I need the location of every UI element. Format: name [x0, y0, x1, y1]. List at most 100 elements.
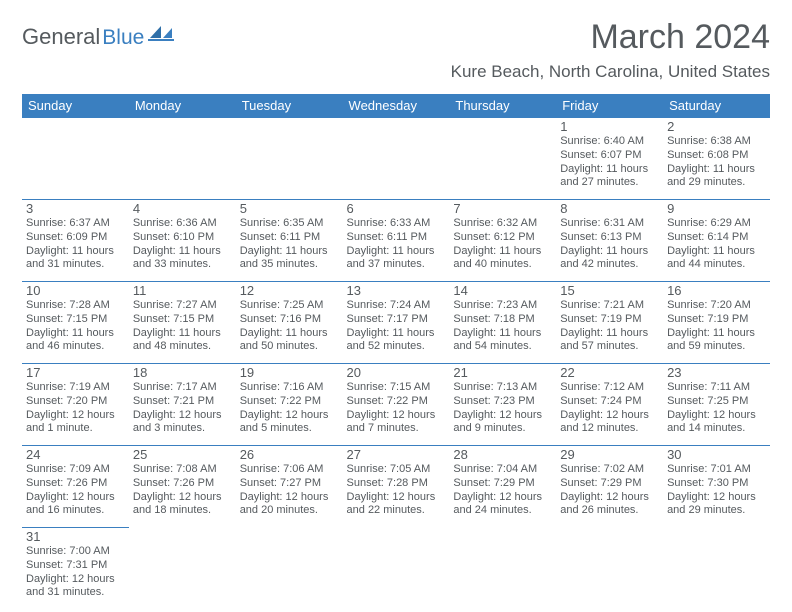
calendar-cell	[449, 528, 556, 610]
brand-blue: Blue	[102, 26, 144, 50]
day-info: Sunrise: 7:25 AMSunset: 7:16 PMDaylight:…	[240, 299, 339, 354]
day-info: Sunrise: 7:21 AMSunset: 7:19 PMDaylight:…	[560, 299, 659, 354]
day-info: Sunrise: 6:38 AMSunset: 6:08 PMDaylight:…	[667, 135, 766, 190]
day-info: Sunrise: 7:12 AMSunset: 7:24 PMDaylight:…	[560, 381, 659, 436]
calendar-cell: 14Sunrise: 7:23 AMSunset: 7:18 PMDayligh…	[449, 282, 556, 364]
weekday-header: Saturday	[663, 94, 770, 118]
calendar-cell: 7Sunrise: 6:32 AMSunset: 6:12 PMDaylight…	[449, 200, 556, 282]
weekday-header: Sunday	[22, 94, 129, 118]
calendar-cell: 22Sunrise: 7:12 AMSunset: 7:24 PMDayligh…	[556, 364, 663, 446]
calendar-cell: 10Sunrise: 7:28 AMSunset: 7:15 PMDayligh…	[22, 282, 129, 364]
day-info: Sunrise: 6:33 AMSunset: 6:11 PMDaylight:…	[347, 217, 446, 272]
day-info: Sunrise: 7:27 AMSunset: 7:15 PMDaylight:…	[133, 299, 232, 354]
calendar-cell: 1Sunrise: 6:40 AMSunset: 6:07 PMDaylight…	[556, 118, 663, 200]
day-number: 5	[240, 201, 339, 216]
calendar-row: 1Sunrise: 6:40 AMSunset: 6:07 PMDaylight…	[22, 118, 770, 200]
calendar-table: SundayMondayTuesdayWednesdayThursdayFrid…	[22, 94, 770, 610]
calendar-cell: 20Sunrise: 7:15 AMSunset: 7:22 PMDayligh…	[343, 364, 450, 446]
day-number: 11	[133, 283, 232, 298]
brand-general: General	[22, 24, 100, 50]
calendar-cell: 4Sunrise: 6:36 AMSunset: 6:10 PMDaylight…	[129, 200, 236, 282]
day-info: Sunrise: 6:32 AMSunset: 6:12 PMDaylight:…	[453, 217, 552, 272]
calendar-cell: 16Sunrise: 7:20 AMSunset: 7:19 PMDayligh…	[663, 282, 770, 364]
day-info: Sunrise: 7:17 AMSunset: 7:21 PMDaylight:…	[133, 381, 232, 436]
day-info: Sunrise: 7:05 AMSunset: 7:28 PMDaylight:…	[347, 463, 446, 518]
calendar-cell	[129, 528, 236, 610]
calendar-cell: 12Sunrise: 7:25 AMSunset: 7:16 PMDayligh…	[236, 282, 343, 364]
day-info: Sunrise: 7:08 AMSunset: 7:26 PMDaylight:…	[133, 463, 232, 518]
day-info: Sunrise: 7:11 AMSunset: 7:25 PMDaylight:…	[667, 381, 766, 436]
day-number: 20	[347, 365, 446, 380]
sail-icon	[148, 24, 174, 47]
day-info: Sunrise: 7:23 AMSunset: 7:18 PMDaylight:…	[453, 299, 552, 354]
calendar-cell: 15Sunrise: 7:21 AMSunset: 7:19 PMDayligh…	[556, 282, 663, 364]
calendar-cell: 31Sunrise: 7:00 AMSunset: 7:31 PMDayligh…	[22, 528, 129, 610]
calendar-cell: 26Sunrise: 7:06 AMSunset: 7:27 PMDayligh…	[236, 446, 343, 528]
calendar-cell: 13Sunrise: 7:24 AMSunset: 7:17 PMDayligh…	[343, 282, 450, 364]
day-number: 26	[240, 447, 339, 462]
weekday-header: Friday	[556, 94, 663, 118]
calendar-cell: 30Sunrise: 7:01 AMSunset: 7:30 PMDayligh…	[663, 446, 770, 528]
calendar-row: 31Sunrise: 7:00 AMSunset: 7:31 PMDayligh…	[22, 528, 770, 610]
calendar-row: 17Sunrise: 7:19 AMSunset: 7:20 PMDayligh…	[22, 364, 770, 446]
calendar-cell	[236, 528, 343, 610]
day-number: 13	[347, 283, 446, 298]
day-number: 17	[26, 365, 125, 380]
day-number: 15	[560, 283, 659, 298]
weekday-header-row: SundayMondayTuesdayWednesdayThursdayFrid…	[22, 94, 770, 118]
calendar-cell: 24Sunrise: 7:09 AMSunset: 7:26 PMDayligh…	[22, 446, 129, 528]
day-number: 1	[560, 119, 659, 134]
day-number: 28	[453, 447, 552, 462]
calendar-row: 3Sunrise: 6:37 AMSunset: 6:09 PMDaylight…	[22, 200, 770, 282]
day-number: 7	[453, 201, 552, 216]
calendar-cell: 2Sunrise: 6:38 AMSunset: 6:08 PMDaylight…	[663, 118, 770, 200]
day-number: 12	[240, 283, 339, 298]
day-number: 8	[560, 201, 659, 216]
day-info: Sunrise: 7:20 AMSunset: 7:19 PMDaylight:…	[667, 299, 766, 354]
day-number: 16	[667, 283, 766, 298]
calendar-cell: 23Sunrise: 7:11 AMSunset: 7:25 PMDayligh…	[663, 364, 770, 446]
day-number: 31	[26, 529, 125, 544]
page-title: March 2024	[590, 18, 770, 57]
day-info: Sunrise: 7:06 AMSunset: 7:27 PMDaylight:…	[240, 463, 339, 518]
day-number: 14	[453, 283, 552, 298]
day-number: 6	[347, 201, 446, 216]
calendar-cell: 25Sunrise: 7:08 AMSunset: 7:26 PMDayligh…	[129, 446, 236, 528]
calendar-cell	[663, 528, 770, 610]
day-number: 25	[133, 447, 232, 462]
day-number: 27	[347, 447, 446, 462]
header: General Blue March 2024 Kure Beach, Nort…	[22, 18, 770, 88]
day-info: Sunrise: 6:37 AMSunset: 6:09 PMDaylight:…	[26, 217, 125, 272]
day-number: 29	[560, 447, 659, 462]
day-number: 9	[667, 201, 766, 216]
calendar-cell: 6Sunrise: 6:33 AMSunset: 6:11 PMDaylight…	[343, 200, 450, 282]
day-info: Sunrise: 6:40 AMSunset: 6:07 PMDaylight:…	[560, 135, 659, 190]
calendar-cell	[236, 118, 343, 200]
day-info: Sunrise: 7:15 AMSunset: 7:22 PMDaylight:…	[347, 381, 446, 436]
calendar-cell: 29Sunrise: 7:02 AMSunset: 7:29 PMDayligh…	[556, 446, 663, 528]
weekday-header: Thursday	[449, 94, 556, 118]
day-info: Sunrise: 6:31 AMSunset: 6:13 PMDaylight:…	[560, 217, 659, 272]
day-info: Sunrise: 6:29 AMSunset: 6:14 PMDaylight:…	[667, 217, 766, 272]
calendar-cell: 8Sunrise: 6:31 AMSunset: 6:13 PMDaylight…	[556, 200, 663, 282]
day-info: Sunrise: 7:04 AMSunset: 7:29 PMDaylight:…	[453, 463, 552, 518]
calendar-cell	[22, 118, 129, 200]
day-number: 23	[667, 365, 766, 380]
day-info: Sunrise: 7:01 AMSunset: 7:30 PMDaylight:…	[667, 463, 766, 518]
day-number: 18	[133, 365, 232, 380]
calendar-cell: 17Sunrise: 7:19 AMSunset: 7:20 PMDayligh…	[22, 364, 129, 446]
day-info: Sunrise: 7:09 AMSunset: 7:26 PMDaylight:…	[26, 463, 125, 518]
calendar-cell	[343, 118, 450, 200]
day-number: 21	[453, 365, 552, 380]
calendar-cell: 11Sunrise: 7:27 AMSunset: 7:15 PMDayligh…	[129, 282, 236, 364]
day-info: Sunrise: 7:16 AMSunset: 7:22 PMDaylight:…	[240, 381, 339, 436]
weekday-header: Tuesday	[236, 94, 343, 118]
calendar-cell: 27Sunrise: 7:05 AMSunset: 7:28 PMDayligh…	[343, 446, 450, 528]
calendar-cell	[129, 118, 236, 200]
day-number: 19	[240, 365, 339, 380]
location-text: Kure Beach, North Carolina, United State…	[451, 62, 770, 82]
weekday-header: Monday	[129, 94, 236, 118]
calendar-cell: 5Sunrise: 6:35 AMSunset: 6:11 PMDaylight…	[236, 200, 343, 282]
day-number: 10	[26, 283, 125, 298]
calendar-row: 10Sunrise: 7:28 AMSunset: 7:15 PMDayligh…	[22, 282, 770, 364]
